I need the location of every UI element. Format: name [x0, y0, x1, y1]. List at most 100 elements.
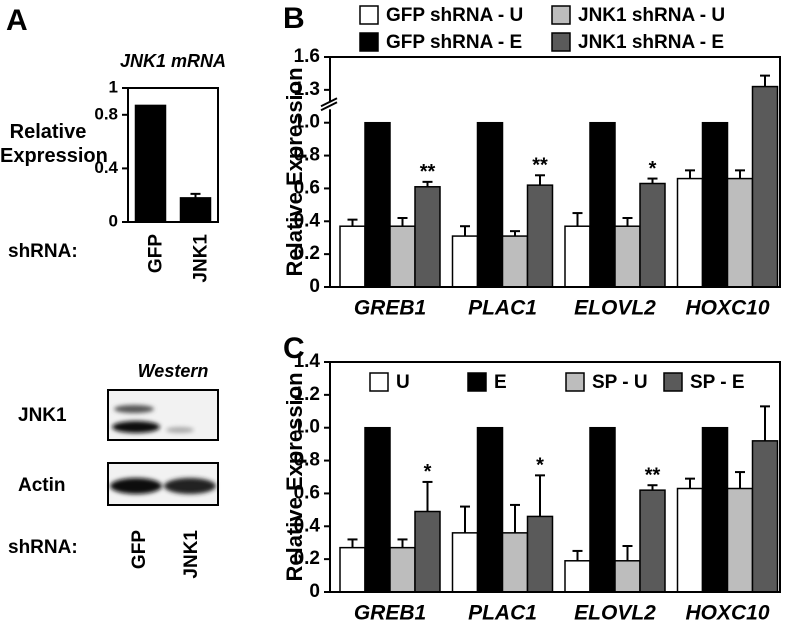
legend-label: GFP shRNA - U [386, 5, 523, 26]
y-tick-label: 0 [109, 211, 118, 230]
y-tick-label: 1.6 [294, 46, 320, 67]
bar [751, 85, 779, 288]
x-tick-label: ELOVL2 [574, 297, 656, 320]
error-bar [397, 217, 408, 227]
bar [589, 426, 616, 593]
y-axis-title: Relative Expression [282, 372, 307, 581]
significance-label: * [649, 158, 657, 180]
bar [751, 440, 779, 593]
bar [676, 487, 704, 593]
bar [179, 197, 212, 223]
bar [364, 121, 391, 288]
y-tick-label: 0.2 [294, 548, 320, 569]
legend-swatch [565, 372, 585, 392]
y-tick-label: 1.0 [294, 112, 320, 133]
error-bar [535, 474, 545, 517]
error-bar [347, 538, 358, 548]
bar [451, 532, 479, 593]
x-tick-label: GREB1 [354, 297, 426, 320]
x-tick-label: ELOVL2 [574, 602, 656, 625]
error-bar [760, 74, 770, 87]
bar [726, 487, 754, 593]
y-tick-label: 1.0 [294, 417, 320, 438]
blot-bands [110, 405, 216, 494]
bar [389, 225, 416, 288]
error-bar [735, 169, 745, 179]
western-title: Western [138, 361, 209, 381]
plot-frame [127, 87, 219, 223]
error-bar [535, 174, 545, 186]
error-bar [760, 405, 770, 441]
error-bar [190, 192, 201, 198]
y-axis-title: Relative Expression [282, 67, 307, 276]
y-tick-label: 0.2 [294, 243, 320, 264]
legend-label: SP - E [690, 372, 745, 393]
error-bar [647, 177, 658, 184]
lane-label: JNK1 [181, 530, 202, 579]
axis-break-mark [320, 97, 338, 108]
bar [339, 225, 366, 288]
y-tick-label: 1.4 [294, 351, 321, 372]
legend-swatch [663, 372, 683, 392]
bar [476, 426, 504, 593]
bar [526, 184, 554, 288]
y-tick-label: 1.2 [294, 384, 320, 405]
legend-label: GFP shRNA - E [386, 32, 522, 53]
y-tick-label: 0.4 [94, 158, 118, 177]
y-tick-label: 0.6 [294, 482, 320, 503]
significance-label: ** [645, 464, 661, 486]
blot [107, 389, 219, 441]
axis-break-mark [320, 101, 338, 112]
bar [726, 177, 754, 288]
legend-swatch [359, 32, 379, 52]
legend-label: U [396, 372, 410, 393]
bar [134, 104, 167, 223]
bar [639, 489, 666, 593]
panel-letter: B [283, 2, 305, 35]
bar [564, 225, 591, 288]
lane-label: GFP [129, 530, 150, 569]
y-tick-label: 0.4 [294, 515, 321, 536]
blot-label: Actin [18, 475, 66, 496]
y-tick-label: 0.8 [294, 450, 320, 471]
legend-swatch [359, 5, 379, 25]
bar [701, 121, 729, 288]
bar [389, 546, 416, 593]
y-axis-title: Relative Expression [0, 121, 108, 167]
y-tick-label: 0.4 [294, 210, 321, 231]
bar [639, 182, 666, 288]
significance-label: * [424, 461, 432, 483]
bar [564, 560, 591, 593]
error-bar [622, 217, 633, 227]
significance-label: * [536, 455, 544, 477]
x-axis-title: shRNA: [8, 241, 78, 262]
error-bar [647, 484, 658, 491]
panel-letter: A [6, 4, 28, 37]
bar [589, 121, 616, 288]
x-tick-label: GREB1 [354, 602, 426, 625]
error-bar [397, 538, 408, 548]
error-bar [510, 230, 520, 237]
plot-frame [329, 56, 781, 288]
significance-label: ** [532, 155, 548, 177]
legend-swatch [551, 5, 571, 25]
error-bar [422, 180, 433, 187]
legend-label: SP - U [592, 372, 648, 393]
y-tick-label: 0.8 [94, 104, 118, 123]
x-tick-label: PLAC1 [468, 297, 537, 320]
x-tick-label: HOXC10 [685, 602, 769, 625]
significance-label: ** [420, 161, 436, 183]
y-tick-label: 1.3 [294, 79, 320, 100]
legend-swatch [551, 32, 571, 52]
y-tick-label: 0.6 [294, 177, 320, 198]
bar [476, 121, 504, 288]
x-axis-title: shRNA: [8, 537, 78, 558]
bar [701, 426, 729, 593]
bar [414, 186, 441, 288]
error-bar [422, 480, 433, 512]
blot-label: JNK1 [18, 405, 67, 426]
error-bar [685, 169, 695, 179]
error-bar [685, 477, 695, 489]
